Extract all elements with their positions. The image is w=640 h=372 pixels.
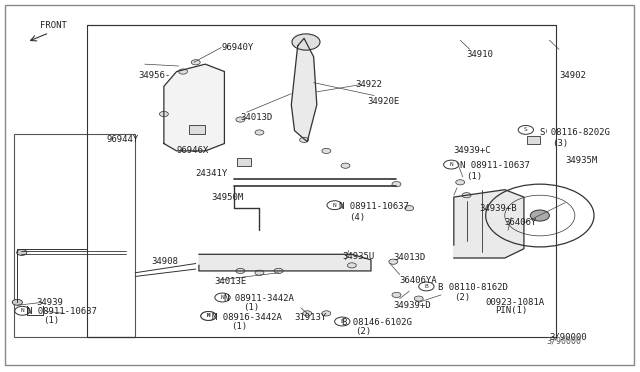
Text: (1): (1) <box>467 172 483 181</box>
Circle shape <box>255 270 264 275</box>
Text: (4): (4) <box>349 213 365 222</box>
Circle shape <box>300 137 308 142</box>
Text: 34013D: 34013D <box>394 253 426 263</box>
Text: 34939+B: 34939+B <box>479 203 517 213</box>
Text: B 08146-6102G: B 08146-6102G <box>342 318 412 327</box>
Text: B: B <box>424 284 428 289</box>
Circle shape <box>322 148 331 154</box>
Circle shape <box>335 317 350 326</box>
Text: M: M <box>207 314 210 318</box>
Circle shape <box>236 268 245 273</box>
Circle shape <box>179 69 188 74</box>
Polygon shape <box>291 38 317 142</box>
Text: M 08916-3442A: M 08916-3442A <box>212 312 282 321</box>
Text: 96946X: 96946X <box>177 147 209 155</box>
Bar <box>527 136 540 144</box>
Circle shape <box>414 296 423 301</box>
Text: 34013E: 34013E <box>215 278 247 286</box>
Text: 34939+D: 34939+D <box>394 301 431 311</box>
Bar <box>189 125 205 134</box>
Text: 36406YA: 36406YA <box>399 276 437 285</box>
Text: N 08911-10637: N 08911-10637 <box>27 307 97 316</box>
Text: 36406Y: 36406Y <box>505 218 537 227</box>
Text: (1): (1) <box>231 322 247 331</box>
Circle shape <box>392 292 401 298</box>
Text: 3/90000: 3/90000 <box>546 337 581 346</box>
Text: (1): (1) <box>244 303 260 312</box>
Circle shape <box>462 193 471 198</box>
Circle shape <box>191 60 200 65</box>
Text: 31913Y: 31913Y <box>294 312 327 321</box>
Circle shape <box>419 282 434 291</box>
Circle shape <box>348 263 356 268</box>
Text: 34922: 34922 <box>355 80 382 89</box>
Text: (1): (1) <box>43 316 59 325</box>
Bar <box>237 158 251 166</box>
Circle shape <box>303 311 312 316</box>
Text: N: N <box>20 308 24 313</box>
Text: N 08911-10637: N 08911-10637 <box>460 161 530 170</box>
Text: 34013D: 34013D <box>241 113 273 122</box>
Bar <box>14 134 135 337</box>
Text: (2): (2) <box>454 293 470 302</box>
Polygon shape <box>199 254 371 271</box>
Text: N 08911-10637: N 08911-10637 <box>339 202 409 211</box>
Circle shape <box>17 250 27 256</box>
Text: FRONT: FRONT <box>40 21 67 30</box>
Circle shape <box>322 311 331 316</box>
Circle shape <box>456 180 465 185</box>
Text: 96944Y: 96944Y <box>106 135 139 144</box>
Circle shape <box>215 293 230 302</box>
Circle shape <box>341 163 350 168</box>
Circle shape <box>201 311 216 320</box>
Circle shape <box>327 201 342 210</box>
Text: 34935M: 34935M <box>565 155 598 165</box>
Text: (2): (2) <box>355 327 371 336</box>
Text: PIN(1): PIN(1) <box>495 306 527 315</box>
Text: 34935U: 34935U <box>342 251 374 261</box>
Circle shape <box>404 206 413 211</box>
Text: 34939+C: 34939+C <box>454 147 492 155</box>
Circle shape <box>12 299 22 305</box>
Circle shape <box>444 160 459 169</box>
Text: 96940Y: 96940Y <box>221 43 253 52</box>
Text: 00923-1081A: 00923-1081A <box>486 298 545 307</box>
Circle shape <box>201 311 216 320</box>
Circle shape <box>274 268 283 273</box>
Text: B: B <box>340 319 344 324</box>
Text: 34939: 34939 <box>36 298 63 307</box>
Text: 34950M: 34950M <box>212 193 244 202</box>
Circle shape <box>531 210 549 221</box>
Text: 34910: 34910 <box>467 51 493 60</box>
Text: 34902: 34902 <box>559 71 586 80</box>
Text: 34920E: 34920E <box>368 97 400 106</box>
Circle shape <box>292 34 320 50</box>
Circle shape <box>518 125 534 134</box>
Text: N 08911-3442A: N 08911-3442A <box>225 294 294 303</box>
Text: 34908: 34908 <box>151 257 178 266</box>
Text: 24341Y: 24341Y <box>196 169 228 177</box>
Text: 34956-: 34956- <box>138 71 171 80</box>
Text: N: N <box>333 203 337 208</box>
Circle shape <box>15 307 30 315</box>
Circle shape <box>236 117 245 122</box>
Polygon shape <box>164 64 225 151</box>
Polygon shape <box>454 190 524 258</box>
Circle shape <box>159 112 168 116</box>
Circle shape <box>255 130 264 135</box>
Text: S: S <box>524 127 528 132</box>
Text: N: N <box>221 295 225 300</box>
Text: (3): (3) <box>552 139 569 148</box>
Circle shape <box>389 259 397 264</box>
Circle shape <box>392 182 401 187</box>
Text: S 08116-8202G: S 08116-8202G <box>540 128 610 137</box>
Text: 3/90000: 3/90000 <box>549 333 587 342</box>
Text: N: N <box>207 314 211 318</box>
Text: N: N <box>449 162 453 167</box>
Text: B 08110-8162D: B 08110-8162D <box>438 283 508 292</box>
